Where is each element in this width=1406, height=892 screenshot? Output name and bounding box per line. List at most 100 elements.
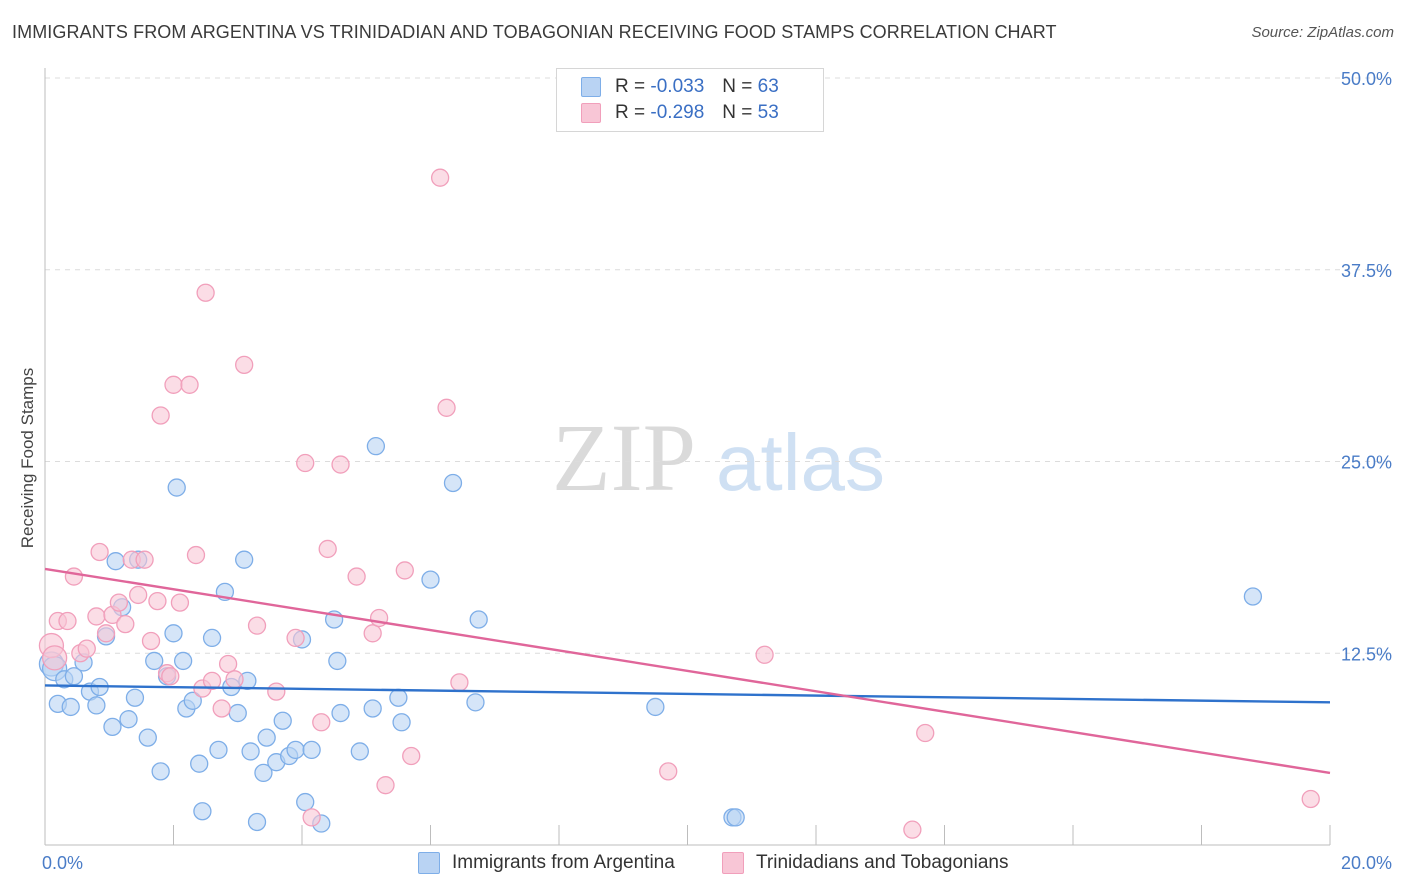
data-point [755, 645, 774, 664]
data-point [466, 693, 485, 712]
data-point [186, 545, 206, 565]
data-point [148, 591, 167, 611]
data-point [331, 703, 350, 723]
legend-swatch-argentina [581, 77, 601, 97]
data-point [125, 688, 145, 707]
data-point [109, 593, 129, 612]
legend-item-trinidad[interactable]: Trinidadians and Tobagonians [722, 852, 1008, 874]
data-point [96, 624, 116, 643]
y-tick-label: 37.5% [1341, 261, 1392, 281]
chart-source: Source: ZipAtlas.com [1251, 24, 1394, 41]
axis-ticks: 12.5% 25.0% 37.5% 50.0% 0.0% 20.0% [42, 69, 1392, 873]
data-point [916, 723, 935, 743]
legend-row-argentina: R = -0.033 N = 63 [581, 75, 779, 99]
data-point [273, 711, 292, 730]
data-point [209, 740, 228, 760]
data-point [170, 593, 190, 612]
data-point [228, 703, 247, 723]
legend-r-value: -0.033 [650, 76, 705, 97]
data-point [257, 728, 276, 747]
data-point [119, 710, 138, 729]
data-point [180, 375, 199, 394]
data-point [395, 561, 414, 580]
data-point [421, 570, 440, 589]
legend-item-argentina[interactable]: Immigrants from Argentina [418, 852, 675, 874]
legend-n-label: N = [722, 76, 753, 97]
data-point [350, 742, 369, 761]
legend-row-trinidad: R = -0.298 N = 53 [581, 101, 779, 125]
data-point [247, 812, 267, 832]
data-point [225, 670, 244, 689]
data-point [402, 746, 421, 766]
data-point [202, 628, 222, 648]
legend-r-label: R = [615, 102, 646, 123]
y-axis-label: Receiving Food Stamps [18, 368, 37, 548]
legend-n-value: 63 [757, 76, 779, 97]
data-point [190, 754, 209, 773]
data-point [138, 728, 157, 747]
data-point [903, 820, 922, 839]
data-point [312, 713, 331, 732]
legend-n-label: N = [722, 102, 753, 123]
data-point [296, 453, 315, 473]
legend-swatch-trinidad [581, 103, 601, 123]
legend-n-value: 53 [757, 102, 779, 123]
series-1-points [38, 168, 1320, 839]
data-point [318, 539, 337, 559]
data-point [267, 682, 286, 701]
y-tick-label: 25.0% [1341, 453, 1392, 473]
legend-r-label: R = [615, 76, 646, 97]
data-point [1243, 587, 1263, 606]
data-point [116, 614, 135, 634]
data-point [87, 696, 106, 715]
data-point [77, 639, 96, 658]
data-point [164, 375, 183, 394]
data-point [58, 611, 77, 631]
data-point [254, 763, 273, 783]
legend-r-value: -0.298 [650, 102, 705, 123]
series-legend: Immigrants from Argentina Trinidadians a… [0, 852, 1406, 878]
x-tick-label: 0.0% [42, 853, 83, 873]
data-point [443, 473, 463, 493]
data-point [164, 624, 183, 643]
trend-line-0 [44, 684, 1331, 704]
data-point [389, 688, 408, 707]
data-point [1301, 789, 1320, 809]
data-point [135, 550, 154, 569]
legend-swatch-trinidad [722, 852, 744, 874]
data-point [296, 792, 315, 812]
data-point [347, 567, 366, 586]
data-point [90, 542, 109, 562]
data-point [302, 808, 321, 827]
data-point [183, 691, 202, 710]
data-point [167, 478, 186, 497]
data-point [151, 406, 170, 425]
data-point [235, 355, 254, 375]
legend-label-trinidad: Trinidadians and Tobagonians [756, 852, 1009, 873]
data-point [202, 671, 222, 691]
trend-layer [44, 567, 1331, 775]
zipatlas-watermark: ZIP atlas [552, 404, 885, 511]
data-point [450, 673, 469, 692]
data-point [302, 740, 321, 760]
data-point [64, 567, 84, 586]
data-point [196, 283, 215, 302]
data-point [437, 398, 456, 417]
data-point [331, 455, 350, 474]
data-point [286, 628, 305, 648]
watermark-atlas: atlas [716, 418, 885, 507]
chart-title: IMMIGRANTS FROM ARGENTINA VS TRINIDADIAN… [12, 22, 1057, 42]
data-point [247, 616, 267, 635]
data-point [328, 651, 347, 671]
data-point [212, 699, 231, 718]
data-point [430, 168, 450, 187]
data-point [241, 742, 260, 761]
watermark-zip: ZIP [552, 404, 696, 511]
data-point [469, 610, 488, 629]
data-point [286, 740, 305, 760]
trend-line-1 [44, 567, 1331, 775]
data-point [87, 607, 106, 626]
data-point [659, 762, 678, 781]
data-point [106, 552, 125, 571]
